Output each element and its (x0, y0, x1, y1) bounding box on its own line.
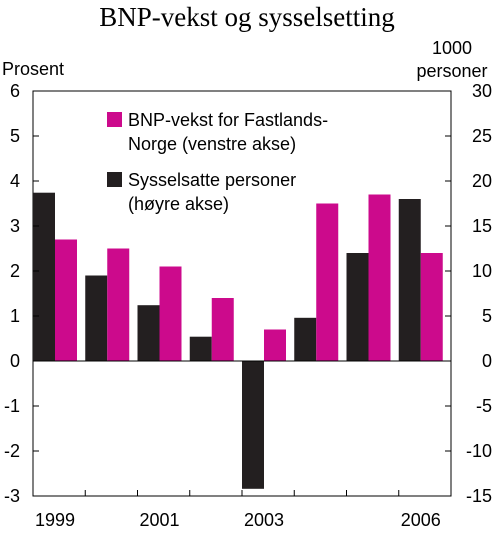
left-axis-ticks: 6 5 4 3 2 1 0 -1 -2 -3 (4, 81, 39, 506)
x-tick-label: 2003 (244, 510, 284, 530)
right-axis-ticks: 30 25 20 15 10 5 0 -5 -10 -15 (445, 81, 492, 506)
bar-bnp-2003 (264, 329, 286, 361)
chart-title: BNP-vekst og sysselsetting (99, 2, 395, 32)
bar-bnp-2001 (159, 266, 182, 361)
left-tick-label: 1 (10, 306, 20, 326)
bars-group (33, 192, 443, 489)
bar-bnp-2002 (211, 298, 234, 361)
right-tick-label: 25 (472, 126, 492, 146)
x-tick-label: 2001 (139, 510, 179, 530)
right-tick-label: 5 (482, 306, 492, 326)
legend-label-sysselsatte-line2: (høyre akse) (128, 194, 229, 214)
right-tick-label: -5 (476, 396, 492, 416)
legend-swatch-sysselsatte (107, 172, 122, 187)
bar-sysselsatte-2005 (346, 253, 369, 361)
bar-bnp-2000 (107, 248, 130, 361)
bar-sysselsatte-1999 (33, 192, 55, 361)
bar-bnp-2005 (368, 194, 391, 361)
bar-sysselsatte-2003 (242, 361, 264, 489)
right-tick-label: 10 (472, 261, 492, 281)
left-axis-label: Prosent (2, 59, 64, 79)
left-tick-label: 2 (10, 261, 20, 281)
bar-bnp-2006 (420, 253, 443, 361)
left-tick-label: -1 (4, 396, 20, 416)
left-tick-label: 3 (10, 216, 20, 236)
left-tick-label: 4 (10, 171, 20, 191)
legend-label-bnp-line2: Norge (venstre akse) (128, 134, 296, 154)
bar-bnp-2004 (316, 203, 339, 361)
right-tick-label: -10 (466, 441, 492, 461)
x-axis-ticks: 1999 2001 2003 2006 (35, 490, 441, 530)
x-tick-label: 2006 (401, 510, 441, 530)
left-tick-label: 0 (10, 351, 20, 371)
x-tick-label: 1999 (35, 510, 75, 530)
legend-label-bnp-line1: BNP-vekst for Fastlands- (128, 110, 328, 130)
legend-label-sysselsatte-line1: Sysselsatte personer (128, 170, 296, 190)
right-tick-label: 20 (472, 171, 492, 191)
bar-sysselsatte-2000 (85, 275, 108, 361)
bar-sysselsatte-2001 (137, 305, 160, 361)
legend-swatch-bnp (107, 112, 122, 127)
left-tick-label: -2 (4, 441, 20, 461)
bar-sysselsatte-2004 (294, 317, 317, 361)
right-tick-label: 30 (472, 81, 492, 101)
right-axis-label-line1: 1000 (432, 38, 472, 58)
bar-sysselsatte-2006 (398, 199, 421, 361)
left-tick-label: -3 (4, 486, 20, 506)
left-tick-label: 6 (10, 81, 20, 101)
bar-sysselsatte-2002 (189, 336, 212, 361)
right-axis-label-line2: personer (416, 61, 487, 81)
bar-bnp-1999 (55, 239, 77, 361)
right-tick-label: 15 (472, 216, 492, 236)
legend: BNP-vekst for Fastlands- Norge (venstre … (107, 110, 328, 214)
right-tick-label: -15 (466, 486, 492, 506)
right-tick-label: 0 (482, 351, 492, 371)
left-tick-label: 5 (10, 126, 20, 146)
